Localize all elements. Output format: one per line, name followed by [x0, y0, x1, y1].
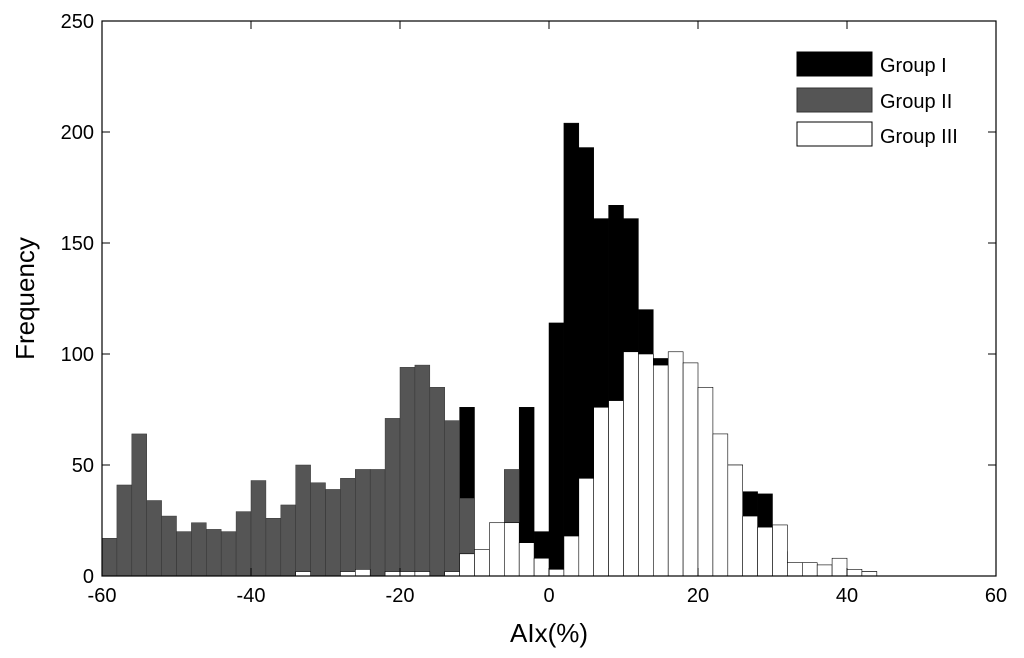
bar-group-iii [518, 542, 535, 577]
y-tick-label: 150 [61, 233, 94, 255]
bar-group-iii [772, 524, 788, 577]
bar-group-ii [399, 367, 416, 577]
bar-group-iii [489, 522, 505, 577]
bar-group-iii [682, 362, 699, 577]
bar-group-ii [116, 484, 133, 577]
y-axis-title: Frequency [10, 237, 40, 360]
bar-group-iii [831, 557, 848, 577]
bar-group-ii [250, 480, 267, 577]
bar-group-i [548, 322, 565, 577]
bar-group-iii [801, 562, 818, 577]
bar-group-iii [652, 364, 669, 577]
bar-group-ii [444, 420, 460, 577]
bar-group-iii [578, 478, 594, 577]
x-axis-title: AIx(%) [510, 618, 588, 648]
bar-group-iii [623, 351, 639, 577]
bar-group-iii [444, 571, 460, 577]
bar-group-ii [429, 387, 445, 577]
bar-group-ii [161, 515, 177, 577]
bar-group-ii [384, 418, 401, 577]
bar-group-ii [206, 529, 222, 577]
legend-label-group-ii: Group II [880, 91, 952, 113]
bar-group-iii [846, 569, 863, 577]
legend-swatch-group-ii [796, 87, 873, 113]
bar-group-ii [176, 531, 192, 577]
bar-group-iii [816, 564, 833, 577]
bar-group-ii [369, 469, 386, 577]
bar-group-iii [697, 386, 714, 577]
bar-group-ii [101, 538, 118, 577]
x-tick-label: -20 [386, 585, 415, 607]
x-tick-label: 0 [543, 585, 554, 607]
bar-group-iii [548, 569, 565, 577]
bar-group-iii [757, 526, 773, 577]
y-tick-label: 200 [61, 122, 94, 144]
legend-label-group-i: Group I [880, 55, 947, 77]
y-tick-label: 250 [61, 11, 94, 33]
y-tick-label: 100 [61, 344, 94, 366]
bar-group-ii [146, 500, 162, 577]
x-tick-label: 60 [985, 585, 1007, 607]
bar-group-ii [220, 531, 237, 577]
legend-label-group-iii: Group III [880, 126, 958, 148]
bar-group-ii [325, 489, 341, 577]
bar-group-iii [712, 433, 729, 577]
bar-group-ii [355, 469, 371, 577]
bar-group-iii [354, 569, 371, 577]
x-tick-label: -40 [237, 585, 266, 607]
bar-group-iii [638, 353, 654, 577]
bar-group-iii [667, 351, 684, 577]
bar-group-ii [414, 364, 431, 577]
bar-group-iii [295, 571, 311, 577]
bar-group-iii [399, 571, 416, 577]
bar-group-iii [742, 515, 758, 577]
bar-group-iii [593, 406, 609, 577]
plot-frame [101, 20, 997, 577]
x-tick-label: 20 [687, 585, 709, 607]
y-tick-label: 0 [83, 566, 94, 588]
bar-group-iii [459, 553, 475, 577]
legend-swatch-group-iii [796, 121, 873, 147]
bar-group-i [563, 122, 580, 577]
bar-group-iii [384, 571, 401, 577]
ticks-layer: -60 -40 -20 0 20 40 60 0 50 100 150 200 250 [61, 11, 1008, 607]
x-tick-label: -60 [88, 585, 117, 607]
bar-group-ii [310, 482, 326, 577]
bar-group-iii [727, 464, 743, 577]
bar-group-ii [295, 464, 311, 577]
bars-layer [101, 122, 878, 577]
bar-group-iii [787, 562, 803, 577]
bar-group-iii [533, 557, 550, 577]
bar-group-ii [280, 504, 296, 577]
x-tick-label: 40 [836, 585, 858, 607]
bar-group-ii [340, 478, 356, 577]
bar-group-iii [563, 535, 580, 577]
legend: Group I Group II Group III [796, 51, 958, 148]
bar-group-ii [131, 433, 147, 577]
bar-group-iii [340, 571, 356, 577]
y-tick-label: 50 [72, 455, 94, 477]
bar-group-iii [414, 571, 431, 577]
legend-swatch-group-i [796, 51, 873, 77]
bar-group-ii [191, 522, 207, 577]
bar-group-iii [503, 522, 520, 577]
bar-group-iii [608, 400, 624, 577]
bar-group-iii [861, 571, 878, 577]
bar-group-ii [265, 518, 282, 577]
bar-group-ii [235, 511, 252, 577]
bar-group-iii [474, 549, 490, 577]
